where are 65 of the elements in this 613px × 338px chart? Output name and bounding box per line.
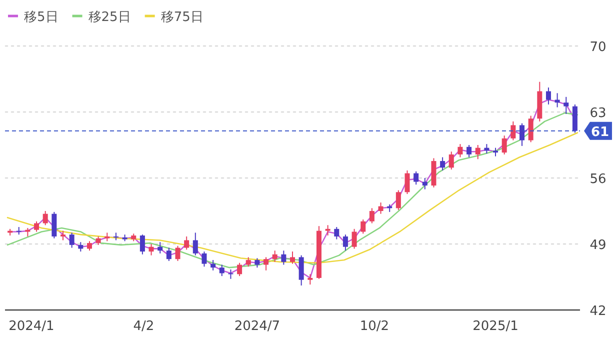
candlestick bbox=[298, 254, 304, 286]
ref-line-label: 61 bbox=[590, 124, 610, 140]
x-tick-label: 2024/7 bbox=[234, 319, 280, 334]
candlestick bbox=[360, 218, 366, 234]
candlestick bbox=[228, 268, 234, 280]
candlestick bbox=[281, 250, 286, 266]
candlestick bbox=[475, 144, 480, 160]
candlestick bbox=[308, 274, 313, 286]
candlestick bbox=[148, 244, 154, 256]
candlestick bbox=[519, 122, 524, 146]
candlestick bbox=[158, 242, 163, 254]
candlestick bbox=[175, 245, 180, 262]
candlestick bbox=[554, 92, 560, 108]
candlestick bbox=[352, 228, 357, 250]
candlestick bbox=[246, 256, 251, 268]
candlestick bbox=[564, 96, 569, 114]
x-tick-label: 4/2 bbox=[133, 319, 154, 334]
line-series bbox=[6, 132, 578, 264]
candlestick bbox=[396, 190, 401, 211]
candlestick bbox=[414, 170, 419, 186]
y-tick-label: 49 bbox=[590, 238, 606, 253]
candlestick bbox=[202, 251, 207, 268]
candlestick bbox=[184, 236, 190, 250]
candlestick bbox=[34, 220, 40, 232]
candlestick bbox=[528, 115, 534, 143]
candlestick bbox=[466, 144, 472, 158]
x-tick-label: 2024/1 bbox=[8, 319, 54, 334]
legend-label: 移25日 bbox=[88, 10, 131, 25]
candlestick bbox=[69, 232, 74, 248]
candlestick bbox=[60, 230, 66, 241]
candlestick bbox=[422, 178, 428, 190]
y-tick-label: 70 bbox=[590, 40, 606, 55]
y-tick-label: 56 bbox=[590, 172, 606, 187]
candlestick bbox=[264, 256, 269, 271]
candlestick bbox=[140, 234, 145, 255]
candlestick bbox=[458, 144, 463, 158]
candlestick bbox=[210, 260, 216, 271]
y-tick-label: 42 bbox=[590, 304, 606, 319]
candlestick bbox=[237, 262, 242, 277]
candlestick bbox=[254, 258, 260, 268]
candlestick bbox=[502, 135, 507, 155]
x-tick-label: 2025/1 bbox=[472, 319, 518, 334]
candlestick bbox=[369, 208, 374, 224]
candlestick bbox=[342, 234, 348, 252]
x-tick-label: 10/2 bbox=[360, 319, 390, 334]
candlestick bbox=[42, 210, 48, 226]
candlestick bbox=[546, 86, 551, 105]
candlestick bbox=[334, 226, 340, 240]
candlestick bbox=[166, 247, 172, 262]
candlestick bbox=[325, 224, 330, 236]
y-tick-label: 63 bbox=[590, 106, 606, 121]
candlestick bbox=[219, 264, 224, 277]
candlestick bbox=[404, 170, 410, 195]
candlestick bbox=[510, 120, 516, 141]
candlestick bbox=[290, 251, 295, 264]
candlestick bbox=[272, 250, 278, 262]
legend-label: 移75日 bbox=[160, 10, 204, 25]
legend-label: 移5日 bbox=[24, 10, 58, 25]
candlestick bbox=[440, 156, 446, 171]
candlestick bbox=[52, 211, 57, 239]
candlestick bbox=[378, 202, 384, 214]
candlestick bbox=[448, 151, 454, 170]
candlestick bbox=[78, 242, 84, 252]
candlestick bbox=[192, 232, 198, 256]
candlestick bbox=[86, 240, 92, 252]
